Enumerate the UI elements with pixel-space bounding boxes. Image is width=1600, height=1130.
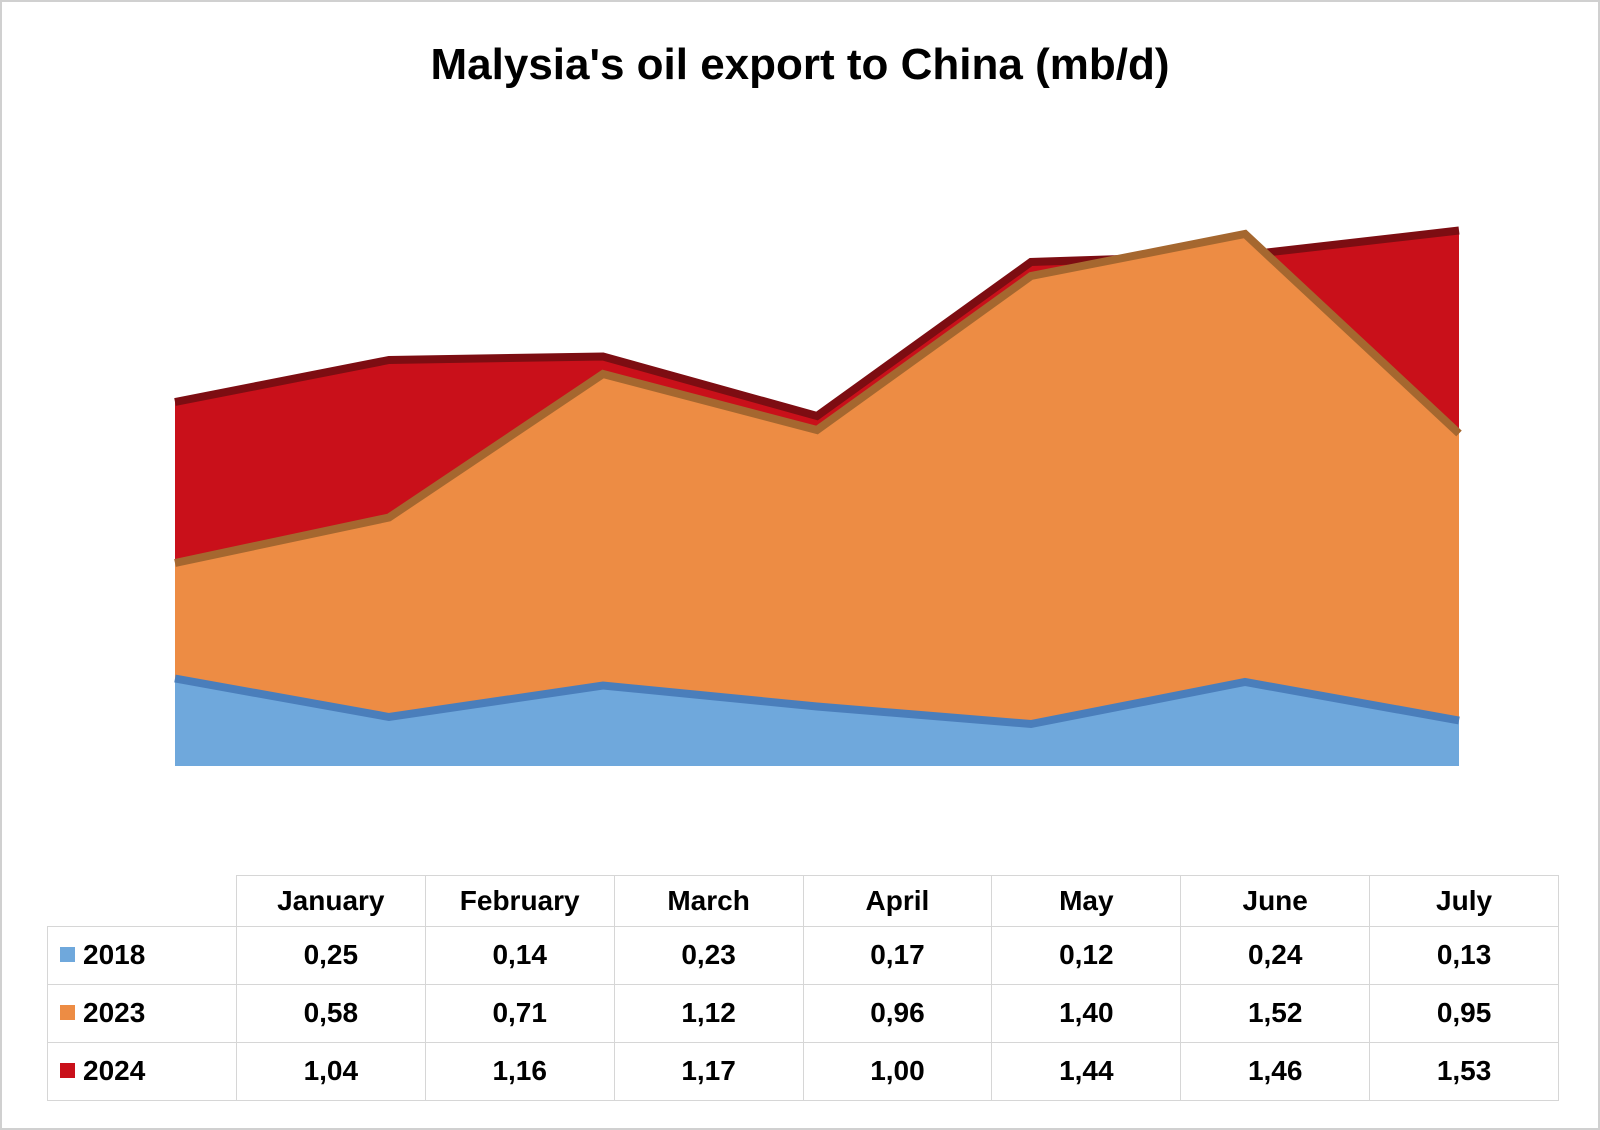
value-cell-2024-july: 1,53 xyxy=(1369,1041,1559,1101)
month-header-january: January xyxy=(235,874,426,927)
value-cell-2024-april: 1,00 xyxy=(802,1041,993,1101)
series-rowhead-2023: 2023 xyxy=(47,983,237,1043)
value-cell-2018-july: 0,13 xyxy=(1369,925,1559,985)
series-label-2024: 2024 xyxy=(83,1055,146,1087)
value-cell-2018-february: 0,14 xyxy=(424,925,615,985)
series-rowhead-2018: 2018 xyxy=(47,925,237,985)
value-cell-2024-june: 1,46 xyxy=(1180,1041,1371,1101)
value-cell-2023-february: 0,71 xyxy=(424,983,615,1043)
series-rowhead-2024: 2024 xyxy=(47,1041,237,1101)
value-cell-2018-may: 0,12 xyxy=(991,925,1182,985)
value-cell-2024-january: 1,04 xyxy=(235,1041,426,1101)
value-cell-2018-april: 0,17 xyxy=(802,925,993,985)
month-header-may: May xyxy=(991,874,1182,927)
value-cell-2024-march: 1,17 xyxy=(613,1041,804,1101)
area-edge-2018 xyxy=(174,674,1460,728)
month-header-february: February xyxy=(424,874,615,927)
chart-title: Malysia's oil export to China (mb/d) xyxy=(430,40,1170,89)
month-header-july: July xyxy=(1369,874,1559,927)
month-header-row: January February March April May June July xyxy=(47,874,1559,927)
area-2023 xyxy=(175,233,1459,766)
value-cell-2023-may: 1,40 xyxy=(991,983,1182,1043)
data-table-head: January February March April May June July xyxy=(47,874,1559,927)
table-row-2024: 2024 1,04 1,16 1,17 1,00 1,44 1,46 1,53 xyxy=(47,1041,1559,1101)
value-cell-2018-june: 0,24 xyxy=(1180,925,1371,985)
value-cell-2024-may: 1,44 xyxy=(991,1041,1182,1101)
table-row-2023: 2023 0,58 0,71 1,12 0,96 1,40 1,52 0,95 xyxy=(47,983,1559,1043)
value-cell-2023-march: 1,12 xyxy=(613,983,804,1043)
data-table: January February March April May June July 201… xyxy=(47,874,1559,1101)
value-cell-2024-february: 1,16 xyxy=(424,1041,615,1101)
value-cell-2023-june: 1,52 xyxy=(1180,983,1371,1043)
legend-swatch-2018 xyxy=(60,947,75,963)
month-header-march: March xyxy=(613,874,804,927)
value-cell-2023-january: 0,58 xyxy=(235,983,426,1043)
month-header-june: June xyxy=(1180,874,1371,927)
table-corner-cell xyxy=(47,875,237,927)
legend-swatch-2024 xyxy=(60,1063,75,1079)
series-label-2023: 2023 xyxy=(83,997,146,1029)
area-edge-2023 xyxy=(174,229,1462,567)
area-chart xyxy=(174,226,1462,766)
value-cell-2023-july: 0,95 xyxy=(1369,983,1559,1043)
legend-swatch-2023 xyxy=(60,1005,75,1021)
table-row-2018: 2018 0,25 0,14 0,23 0,17 0,12 0,24 0,13 xyxy=(47,925,1559,985)
value-cell-2023-april: 0,96 xyxy=(802,983,993,1043)
data-table-body: 2018 0,25 0,14 0,23 0,17 0,12 0,24 0,13 2023 0,58… xyxy=(47,925,1559,1101)
series-label-2018: 2018 xyxy=(83,939,146,971)
month-header-april: April xyxy=(802,874,993,927)
value-cell-2018-march: 0,23 xyxy=(613,925,804,985)
value-cell-2018-january: 0,25 xyxy=(235,925,426,985)
area-2018 xyxy=(175,678,1459,766)
